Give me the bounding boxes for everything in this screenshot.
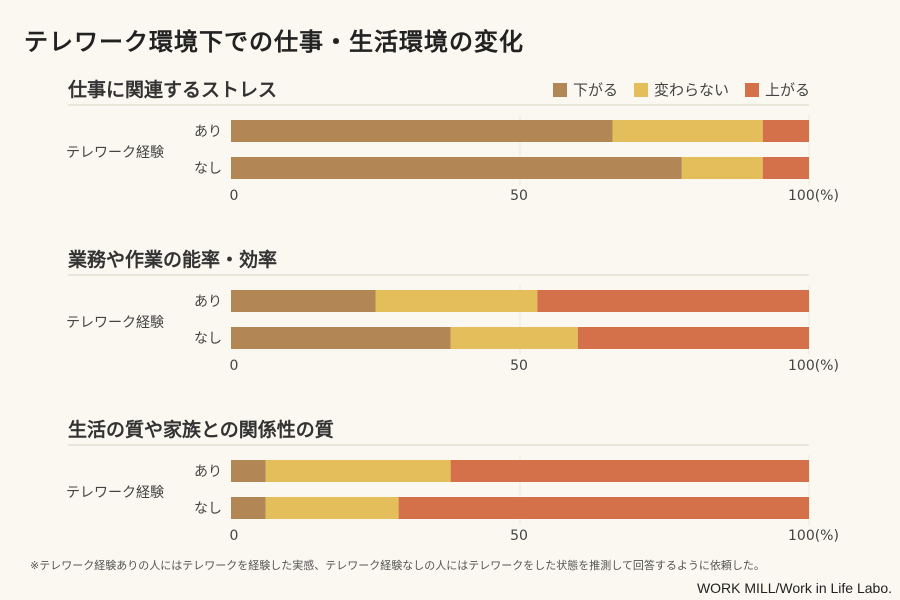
chart-3-bar-2-increase (398, 497, 809, 519)
chart-2-group-label: テレワーク経験 (66, 315, 164, 331)
page-title: テレワーク環境下での仕事・生活環境の変化 (24, 28, 524, 56)
chart-2-bar-1-decrease (231, 290, 376, 312)
legend-label-decrease: 下がる (572, 81, 618, 99)
legend: 下がる 変わらない 上がる (552, 79, 810, 100)
chart-1-bar-1-decrease (231, 120, 613, 142)
chart-1-x-tick-3: 100(%) (788, 188, 839, 204)
credit: WORK MILL/Work in Life Labo. (696, 580, 892, 596)
chart-3-title: 生活の質や家族との関係性の質 (68, 418, 334, 441)
chart-2-bar-2-increase (577, 327, 809, 349)
chart-2-bar-1-increase (537, 290, 809, 312)
chart-3-bar-1-unchanged (265, 460, 451, 482)
chart-1-bar-1-unchanged (612, 120, 763, 142)
chart-2-title: 業務や作業の能率・効率 (67, 248, 277, 271)
chart-1-bar-2-unchanged (681, 157, 763, 179)
chart-3-category-label-2: なし (194, 501, 222, 517)
legend-swatch-increase (744, 82, 759, 97)
chart-3-x-tick-3: 100(%) (788, 528, 839, 544)
chart-3-bar-2-unchanged (265, 497, 399, 519)
legend-swatch-unchanged (633, 82, 648, 97)
legend-item-increase: 上がる (744, 79, 810, 100)
legend-label-increase: 上がる (764, 81, 810, 99)
chart-1-group-label: テレワーク経験 (66, 145, 164, 161)
chart-3-x-tick-2: 50 (510, 528, 528, 544)
chart-3-bar-1-increase (450, 460, 809, 482)
chart-1-bar-2-increase (762, 157, 809, 179)
chart-3-group-label: テレワーク経験 (66, 485, 164, 501)
legend-swatch-decrease (552, 82, 567, 97)
chart-1-category-label-2: なし (194, 161, 222, 177)
chart-3-x-tick-1: 0 (230, 528, 239, 544)
chart-3-bar-1-decrease (231, 460, 266, 482)
chart-2-x-tick-3: 100(%) (788, 358, 839, 374)
chart-1-x-tick-2: 50 (510, 188, 528, 204)
chart-2-x-tick-1: 0 (230, 358, 239, 374)
legend-item-decrease: 下がる (552, 79, 618, 100)
chart-2-bar-1-unchanged (375, 290, 538, 312)
legend-label-unchanged: 変わらない (653, 81, 729, 99)
chart-1-title: 仕事に関連するストレス (67, 78, 277, 101)
chart-2-x-tick-2: 50 (510, 358, 528, 374)
chart-3-category-label-1: あり (194, 464, 222, 480)
chart-2-category-label-1: あり (194, 294, 222, 310)
chart-2-bar-2-unchanged (450, 327, 578, 349)
chart-1-bar-1-increase (762, 120, 809, 142)
footnote: ※テレワーク経験ありの人にはテレワークを経験した実感、テレワーク経験なしの人には… (30, 559, 765, 572)
chart-1-x-tick-1: 0 (230, 188, 239, 204)
chart-1-bar-2-decrease (231, 157, 682, 179)
legend-item-unchanged: 変わらない (633, 79, 729, 100)
chart-1-category-label-1: あり (194, 124, 222, 140)
chart-2-bar-2-decrease (231, 327, 451, 349)
chart-3-bar-2-decrease (231, 497, 266, 519)
chart-2-category-label-2: なし (194, 331, 222, 347)
